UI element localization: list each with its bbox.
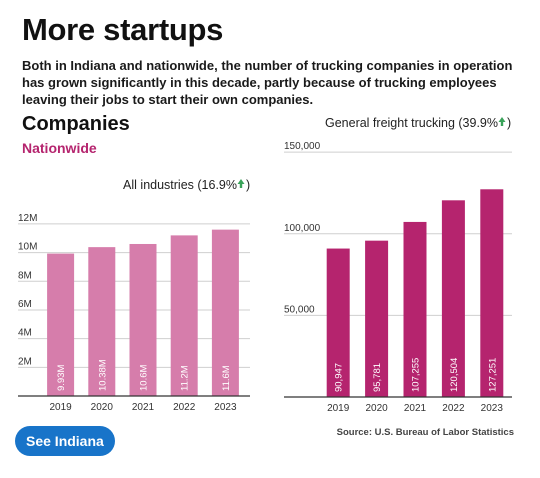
- see-indiana-button[interactable]: See Indiana: [15, 426, 115, 456]
- bar-value-label: 10.38M: [97, 359, 108, 391]
- chart-title-paren: ): [507, 116, 511, 130]
- x-tick-label: 2021: [404, 403, 427, 414]
- y-tick-label: 2M: [18, 356, 32, 367]
- bar-value-label: 120,504: [449, 358, 460, 392]
- bar: [441, 200, 465, 397]
- y-tick-label: 50,000: [284, 304, 315, 315]
- up-arrow-icon: [237, 179, 245, 188]
- y-tick-label: 4M: [18, 328, 32, 339]
- y-tick-label: 6M: [18, 299, 32, 310]
- scope-label: Nationwide: [22, 140, 97, 156]
- bar: [480, 189, 504, 397]
- bar: [170, 235, 198, 396]
- x-tick-label: 2022: [173, 402, 196, 413]
- headline: More startups: [22, 12, 224, 47]
- x-tick-label: 2019: [327, 403, 350, 414]
- up-arrow-icon: [498, 117, 506, 126]
- chart-title: All industries (16.9%: [123, 178, 237, 192]
- x-tick-label: 2023: [214, 402, 237, 413]
- bar: [211, 229, 239, 396]
- x-tick-label: 2020: [91, 402, 114, 413]
- chart-title-paren: ): [246, 178, 250, 192]
- bar: [88, 247, 116, 396]
- bar-value-label: 11.6M: [221, 365, 232, 391]
- bar-value-label: 95,781: [372, 363, 383, 392]
- source-note: Source: U.S. Bureau of Labor Statistics: [336, 427, 514, 438]
- bar: [47, 253, 75, 396]
- bar-value-label: 127,251: [487, 358, 498, 392]
- bar: [403, 221, 427, 397]
- all-industries-chart: 2M 4M 6M 8M 10M 12M 9.93M 2019 10.38M 2020 10.6M 20…: [18, 178, 250, 413]
- y-tick-label: 150,000: [284, 141, 321, 152]
- bar: [129, 243, 157, 396]
- bar-value-label: 90,947: [334, 363, 345, 392]
- x-tick-label: 2023: [481, 403, 504, 414]
- x-tick-label: 2019: [49, 402, 72, 413]
- general-freight-trucking-chart: 50,000 100,000 150,000 90,947 2019 95,781 2020…: [284, 116, 512, 414]
- chart-title: General freight trucking (39.9%: [325, 116, 498, 130]
- bar-value-label: 107,255: [411, 358, 422, 392]
- x-tick-label: 2022: [442, 403, 465, 414]
- intro-text: Both in Indiana and nationwide, the numb…: [22, 58, 513, 107]
- bar: [326, 248, 350, 397]
- bar-value-label: 10.6M: [139, 365, 150, 391]
- section-title: Companies: [22, 113, 130, 135]
- bar: [365, 240, 389, 397]
- y-tick-label: 8M: [18, 270, 32, 281]
- y-tick-label: 100,000: [284, 223, 321, 234]
- bar-value-label: 11.2M: [180, 365, 191, 391]
- x-tick-label: 2020: [365, 403, 388, 414]
- x-tick-label: 2021: [132, 402, 155, 413]
- y-tick-label: 12M: [18, 213, 37, 224]
- bar-value-label: 9.93M: [56, 365, 67, 391]
- y-tick-label: 10M: [18, 242, 37, 253]
